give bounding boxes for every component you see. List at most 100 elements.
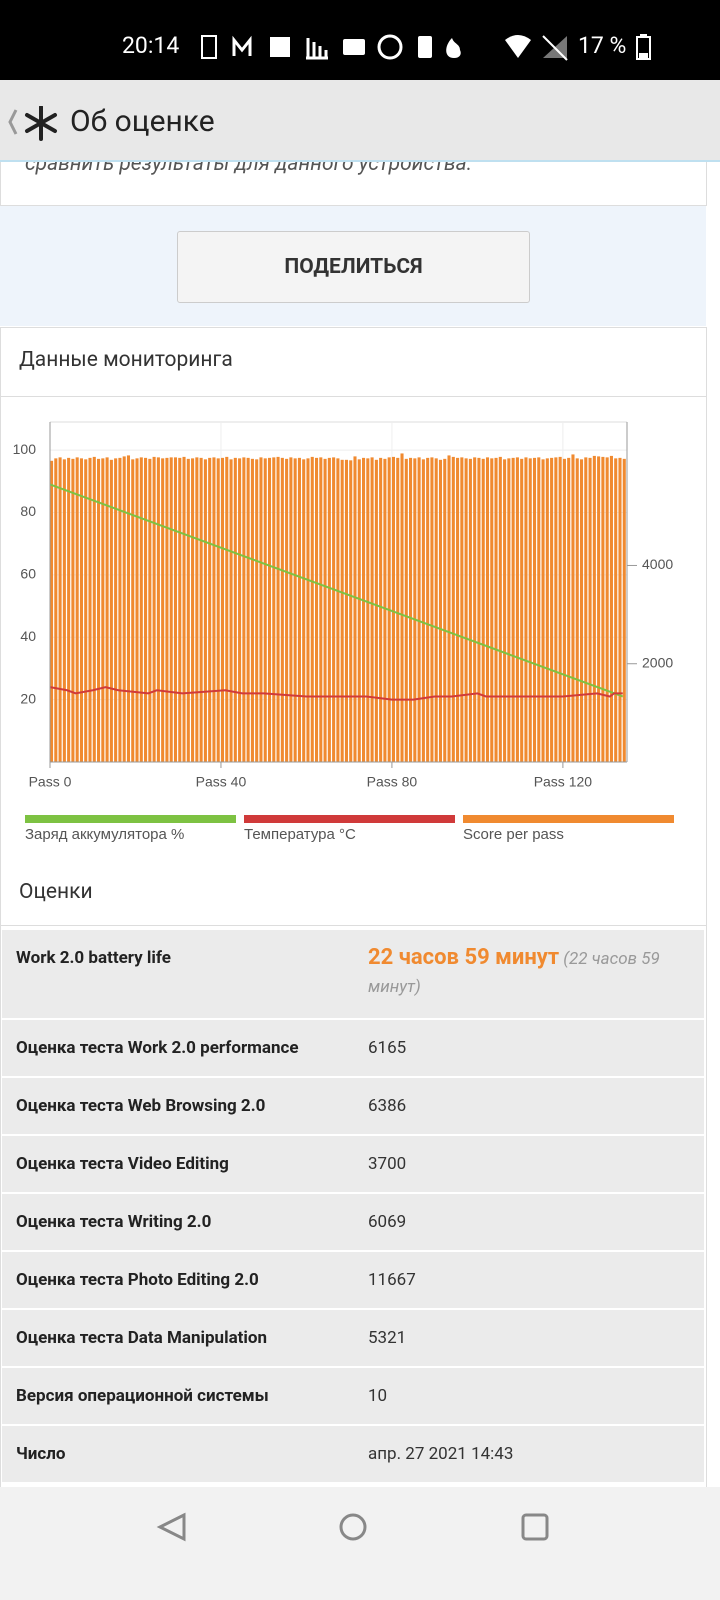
bar [430, 457, 434, 762]
bar [614, 458, 618, 762]
bar [494, 457, 498, 762]
bar [434, 458, 438, 762]
bar [421, 459, 425, 762]
intro-card: сравнить результаты для данного устройст… [0, 162, 707, 206]
bar [178, 457, 182, 762]
bar [169, 457, 173, 762]
bar [417, 457, 421, 762]
row-label: Версия операционной системы [16, 1386, 269, 1406]
bar [438, 459, 443, 762]
bar [485, 457, 490, 762]
nav-home[interactable] [339, 1513, 367, 1541]
bar [161, 458, 165, 762]
bar [71, 458, 75, 762]
bar [503, 459, 507, 762]
bar [250, 458, 254, 762]
bar [323, 458, 327, 762]
bar [537, 457, 541, 762]
bar [118, 457, 122, 762]
row-value: 10 [368, 1386, 388, 1406]
bar [276, 456, 280, 762]
bar [468, 458, 472, 762]
bar [208, 457, 212, 762]
bar [353, 456, 357, 762]
table-row: Оценка теста Video Editing 3700 [2, 1136, 704, 1192]
row-label: Work 2.0 battery life [16, 948, 171, 968]
bar [126, 455, 131, 762]
bar [515, 457, 519, 762]
legend-label: Заряд аккумулятора % [25, 826, 184, 843]
status-icons [201, 34, 461, 60]
bar [314, 457, 319, 762]
bar [50, 460, 54, 762]
bar [255, 459, 259, 762]
bar [592, 455, 596, 762]
bar [528, 458, 532, 762]
bar [567, 457, 571, 762]
nav-back[interactable] [156, 1512, 186, 1542]
bar [507, 458, 511, 762]
app-bar: Об оценке [0, 80, 720, 162]
clock: 20:14 [122, 32, 180, 59]
back-button[interactable] [4, 106, 64, 142]
share-button[interactable]: ПОДЕЛИТЬСЯ [177, 231, 530, 303]
bar [97, 458, 101, 762]
bar [293, 458, 297, 762]
bar [357, 459, 361, 762]
bar [152, 456, 156, 762]
bar [280, 457, 284, 762]
bar [135, 458, 139, 762]
x-tick-label: Pass 120 [534, 774, 593, 790]
line [49, 483, 624, 698]
row-label: Оценка теста Data Manipulation [16, 1328, 268, 1348]
table-row: Оценка теста Data Manipulation 5321 [2, 1310, 704, 1366]
bar [259, 457, 263, 762]
bar [609, 455, 613, 762]
signal-icons [505, 35, 568, 61]
bar [605, 457, 609, 762]
table-row: Версия операционной системы 10 [2, 1368, 704, 1424]
app-title: Об оценке [70, 104, 215, 139]
bar [267, 457, 272, 762]
bar [498, 456, 502, 762]
bar [225, 456, 229, 762]
divider [1, 925, 706, 926]
nav-recent[interactable] [521, 1513, 549, 1541]
bar [481, 458, 485, 762]
bar [456, 457, 460, 762]
bar [310, 456, 314, 762]
bar [413, 458, 417, 762]
bar [571, 454, 575, 762]
bar [383, 458, 387, 762]
bar [246, 457, 250, 762]
bar [84, 459, 88, 762]
bar [302, 459, 306, 762]
row-value: апр. 27 2021 14:43 [368, 1444, 514, 1464]
bar [426, 457, 430, 762]
row-label: Оценка теста Photo Editing 2.0 [16, 1270, 259, 1290]
table-row: Оценка теста Work 2.0 performance 6165 [2, 1020, 704, 1076]
y-tick-label: 60 [20, 566, 36, 582]
bar [306, 458, 310, 762]
nav-icons [156, 1512, 549, 1542]
bar [511, 457, 515, 762]
bar [139, 457, 143, 762]
bar [229, 459, 233, 762]
bar [332, 457, 336, 762]
bar [409, 457, 413, 762]
intro-text: сравнить результаты для данного устройст… [25, 162, 473, 176]
table-row: Оценка теста Photo Editing 2.0 11667 [2, 1252, 704, 1308]
bar [579, 459, 584, 762]
line [49, 686, 623, 701]
y-tick-label: 80 [20, 503, 36, 519]
bar [545, 458, 549, 762]
bar [340, 459, 344, 762]
bar [75, 457, 79, 762]
bar [362, 457, 366, 762]
bar [584, 457, 588, 762]
bar [156, 457, 160, 762]
bar [233, 457, 237, 762]
bar [532, 457, 537, 762]
bar [464, 458, 468, 762]
row-value: 3700 [368, 1154, 407, 1174]
